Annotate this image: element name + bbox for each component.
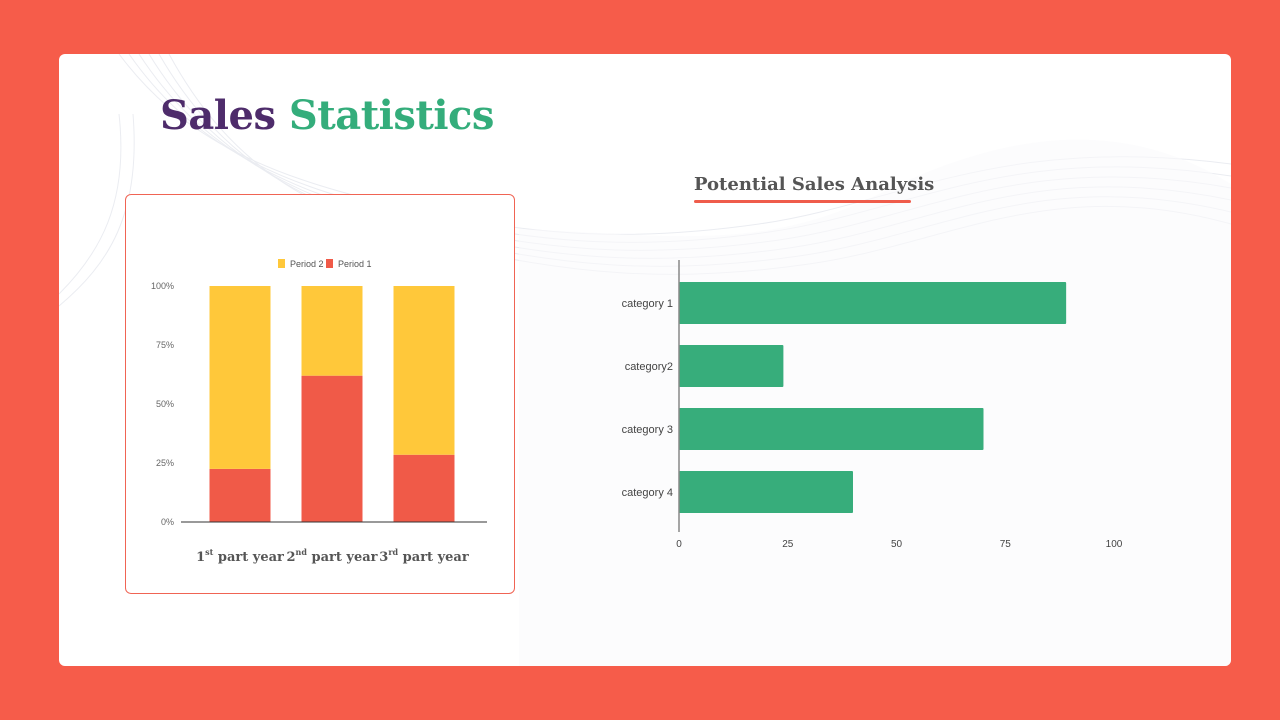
hbar-3 bbox=[679, 408, 984, 450]
legend-swatch-1 bbox=[278, 259, 285, 268]
stacked-chart-panel: Period 2 Period 1 0% 25% 50% 75% 100% 1st part … bbox=[125, 194, 515, 594]
title-word-statistics: Statistics bbox=[288, 92, 495, 139]
y-tick-label: 25% bbox=[156, 458, 174, 468]
x-category-label-3: 3rd part year bbox=[379, 547, 469, 565]
stacked-bar-chart: Period 2 Period 1 0% 25% 50% 75% 100% 1st part … bbox=[151, 259, 487, 565]
y-category-label-2: category2 bbox=[625, 361, 673, 373]
y-category-label-4: category 4 bbox=[622, 487, 673, 499]
y-tick-label: 100% bbox=[151, 281, 174, 291]
y-category-label-3: category 3 bbox=[622, 424, 673, 436]
heading-underline bbox=[694, 200, 911, 203]
bar-period2-3 bbox=[393, 286, 455, 455]
background-wave-decoration bbox=[59, 54, 1231, 666]
hbar-4 bbox=[679, 471, 853, 513]
x-tick-label: 75 bbox=[1000, 539, 1012, 550]
title-word-sales: Sales bbox=[160, 92, 276, 139]
y-tick-label: 50% bbox=[156, 399, 174, 409]
horizontal-bar-chart: category 1 category2 category 3 category 4 0… bbox=[622, 260, 1123, 550]
page-title: Sales Statistics bbox=[160, 92, 494, 139]
hbar-1 bbox=[679, 282, 1067, 324]
legend-label-1: Period 2 bbox=[290, 259, 324, 269]
x-tick-label: 100 bbox=[1106, 539, 1123, 550]
bar-period1-2 bbox=[301, 375, 363, 522]
y-tick-label: 75% bbox=[156, 340, 174, 350]
y-tick-label: 0% bbox=[161, 517, 174, 527]
x-category-label-2: 2nd part year bbox=[287, 547, 378, 565]
y-category-label-1: category 1 bbox=[622, 298, 673, 310]
slide-card: Sales Statistics Period 2 Period 1 0% 25% 50… bbox=[59, 54, 1231, 666]
bar-period1-1 bbox=[209, 468, 271, 522]
x-tick-label: 0 bbox=[676, 539, 682, 550]
hbar-2 bbox=[679, 345, 784, 387]
chart-heading: Potential Sales Analysis bbox=[694, 174, 935, 195]
x-tick-label: 25 bbox=[782, 539, 794, 550]
legend-label-2: Period 1 bbox=[338, 259, 372, 269]
x-tick-label: 50 bbox=[891, 539, 903, 550]
bar-period1-3 bbox=[393, 454, 455, 522]
x-category-label-1: 1st part year bbox=[196, 547, 284, 565]
bar-period2-2 bbox=[301, 286, 363, 376]
bar-period2-1 bbox=[209, 286, 271, 469]
legend-swatch-2 bbox=[326, 259, 333, 268]
